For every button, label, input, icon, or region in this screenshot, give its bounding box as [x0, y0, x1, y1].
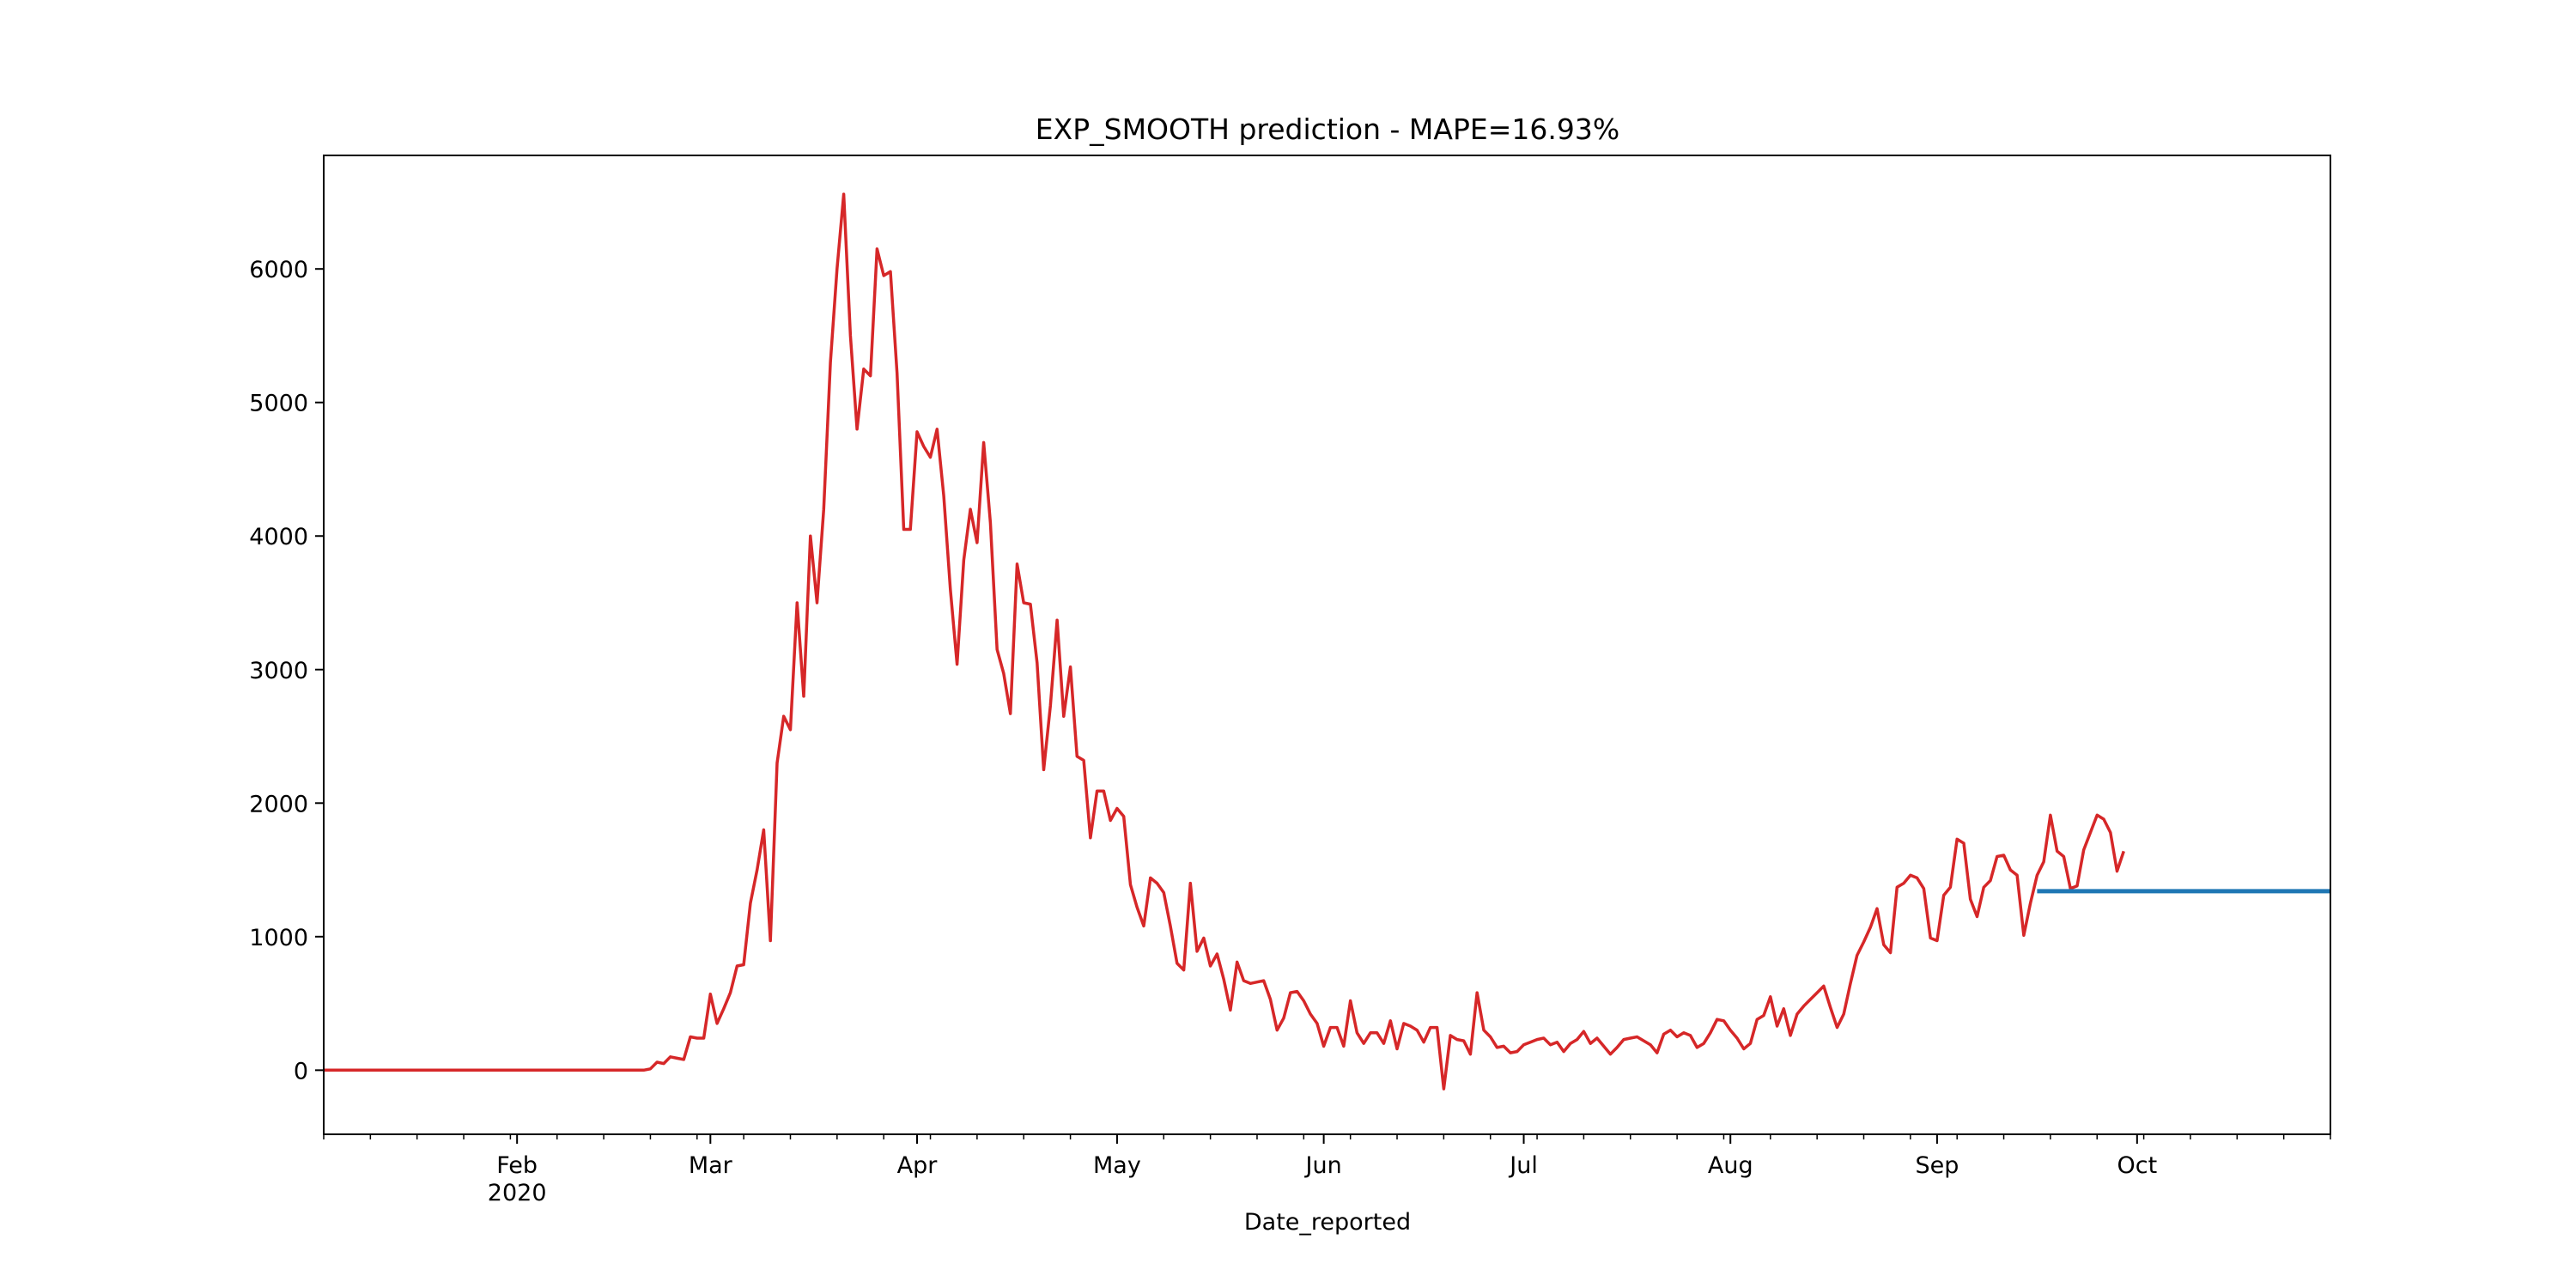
x-tick-label: Sep	[1915, 1152, 1959, 1179]
x-axis-label: Date_reported	[1244, 1209, 1411, 1236]
x-tick-label: Aug	[1708, 1152, 1753, 1179]
chart-title: EXP_SMOOTH prediction - MAPE=16.93%	[1036, 112, 1619, 146]
y-tick-label: 2000	[249, 791, 308, 817]
y-tick-label: 1000	[249, 925, 308, 951]
x-tick-label: Feb	[496, 1152, 538, 1179]
x-tick-sublabel: 2020	[488, 1180, 547, 1206]
plot-frame	[323, 155, 2331, 1135]
series-line-actual	[324, 192, 2125, 1091]
x-tick-label: Oct	[2117, 1152, 2157, 1179]
x-tick-label: Apr	[897, 1152, 939, 1179]
y-axis: 0 1000 2000 3000 4000 5000 6000	[249, 257, 324, 1084]
y-tick-label: 5000	[249, 391, 308, 417]
x-tick-label: Jul	[1508, 1152, 1538, 1179]
y-tick-label: 6000	[249, 257, 308, 283]
x-tick-label: Mar	[689, 1152, 733, 1179]
series-layer	[324, 192, 2330, 1091]
y-tick-label: 4000	[249, 524, 308, 550]
x-tick-label: May	[1093, 1152, 1141, 1179]
y-tick-label: 0	[294, 1058, 308, 1084]
y-tick-label: 3000	[249, 658, 308, 684]
x-tick-label: Jun	[1304, 1152, 1342, 1179]
